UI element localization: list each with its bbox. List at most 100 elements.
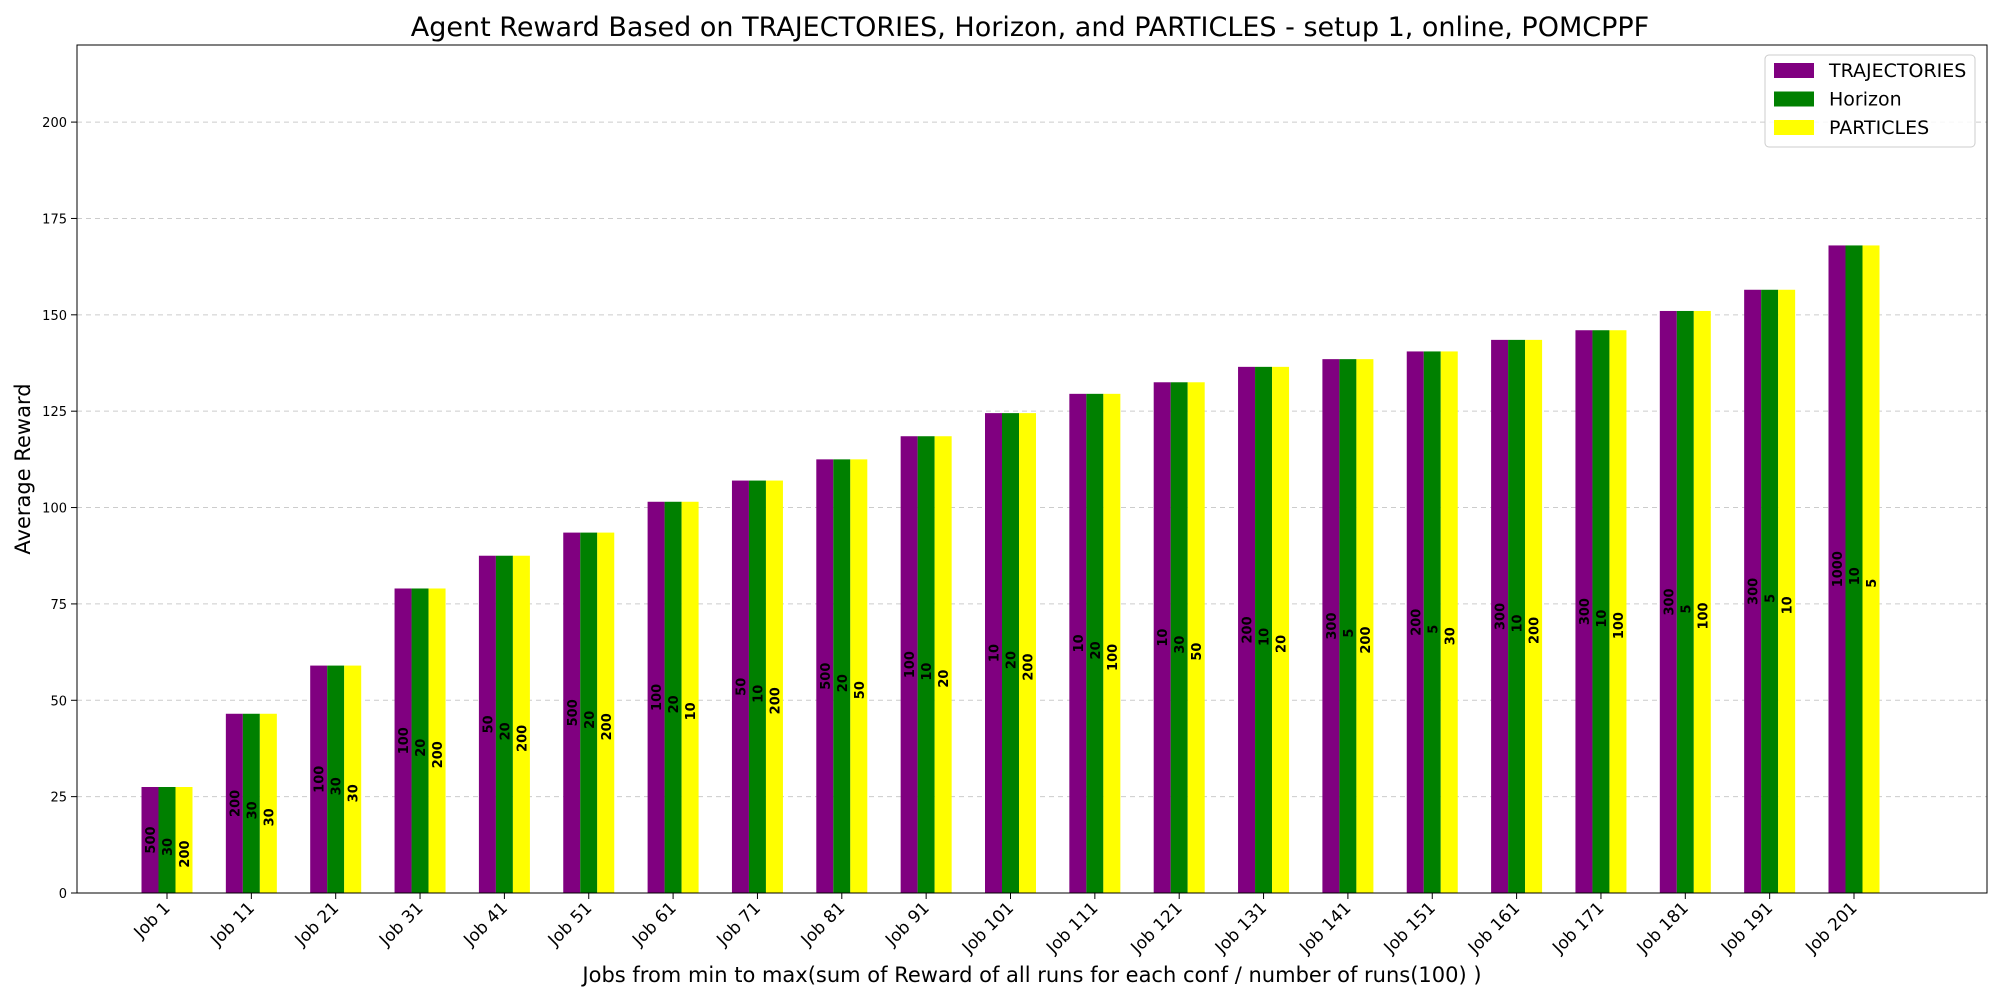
bar-label: 100: [313, 766, 328, 793]
bar-label: 10: [684, 702, 699, 720]
x-axis-ticks: Job 1 Job 11 Job 21 Job 31 Job 41 Job 51 Job 6…: [130, 893, 1862, 959]
bar-horizon: [1423, 351, 1441, 893]
bar-particles: [1103, 393, 1121, 893]
legend-frame: [1764, 54, 1976, 148]
bar-label: 5: [1679, 604, 1694, 613]
x-tick-label: Job 191: [1717, 898, 1777, 958]
x-tick-label: Job 121: [1127, 898, 1187, 958]
bar-label: 20: [1005, 651, 1020, 669]
bar-trajectories: [141, 787, 159, 893]
bar-label: 10: [1848, 567, 1863, 585]
x-tick-label: Job 91: [881, 898, 934, 951]
bar-particles: [1440, 351, 1458, 893]
y-tick-label: 0: [59, 887, 67, 902]
bar-particles: [1609, 330, 1627, 894]
x-tick-label: Job 71: [712, 898, 765, 951]
bar-horizon: [411, 588, 429, 893]
bar-particles: [1525, 339, 1543, 893]
bar-trajectories: [985, 413, 1002, 893]
bar-trajectories: [1238, 366, 1256, 893]
bar-horizon: [242, 713, 260, 893]
bar-label: 100: [903, 651, 918, 678]
bar-particles: [1187, 382, 1205, 893]
bar-particles: [850, 459, 868, 893]
x-tick-label: Job 181: [1633, 898, 1693, 958]
bar-label: 10: [751, 685, 766, 703]
bar-label: 50: [853, 681, 868, 699]
bar-label: 200: [178, 840, 193, 867]
bar-particles: [344, 665, 362, 893]
bar-label: 5: [1764, 594, 1779, 603]
bar-label: 200: [1241, 616, 1256, 643]
y-tick-label: 150: [42, 309, 67, 324]
bar-horizon: [495, 555, 513, 893]
chart-title: Agent Reward Based on TRAJECTORIES, Hori…: [411, 12, 1649, 43]
bar-label: 50: [1190, 643, 1205, 661]
bar-label: 1000: [1831, 551, 1846, 587]
bar-horizon: [1255, 366, 1273, 893]
bar-label: 200: [515, 725, 530, 752]
y-tick-label: 50: [50, 694, 67, 709]
bar-particles: [1778, 289, 1796, 893]
x-tick-label: Job 161: [1464, 898, 1524, 958]
bar-label: 500: [566, 699, 581, 726]
bar-trajectories: [816, 459, 834, 893]
legend-label-particles: PARTICLES: [1829, 117, 1929, 139]
bar-label: 10: [1072, 634, 1087, 652]
bar-label: 100: [397, 727, 412, 754]
bar-horizon: [1339, 359, 1357, 893]
x-tick-label: Job 101: [958, 898, 1018, 958]
bar-label: 300: [1325, 613, 1340, 640]
y-tick-label: 75: [50, 598, 67, 613]
bar-label: 20: [1089, 641, 1104, 659]
bar-trajectories: [1406, 351, 1424, 893]
bars: [141, 245, 1880, 894]
bar-label: 100: [1612, 612, 1627, 639]
bar-horizon: [833, 459, 851, 893]
bar-horizon: [1170, 382, 1188, 893]
x-tick-label: Job 131: [1211, 898, 1271, 958]
x-tick-label: Job 151: [1380, 898, 1440, 958]
bar-trajectories: [1744, 289, 1762, 893]
bar-horizon: [580, 532, 598, 893]
bar-particles: [597, 532, 615, 893]
x-tick-label: Job 31: [375, 898, 428, 951]
bar-label: 200: [431, 741, 446, 768]
x-tick-label: Job 41: [459, 898, 512, 951]
x-tick-label: Job 171: [1548, 898, 1608, 958]
legend-swatch-particles: [1774, 120, 1814, 135]
bar-trajectories: [731, 480, 749, 893]
bar-label: 50: [734, 678, 749, 696]
x-tick-label: Job 61: [628, 898, 681, 951]
x-axis-title: Jobs from min to max(sum of Reward of al…: [580, 963, 1481, 987]
bar-label: 200: [600, 713, 615, 740]
x-tick-label: Job 111: [1042, 898, 1102, 958]
bar-horizon: [1002, 413, 1019, 893]
y-tick-label: 125: [42, 405, 67, 420]
bar-particles: [175, 787, 193, 893]
bar-horizon: [664, 501, 682, 893]
bar-label: 300: [1662, 588, 1677, 615]
bar-label: 300: [1494, 603, 1509, 630]
bar-label: 5: [1426, 625, 1441, 634]
bar-label: 50: [481, 715, 496, 733]
y-tick-label: 175: [42, 212, 67, 227]
bar-label: 20: [583, 711, 598, 729]
bar-particles: [1019, 413, 1036, 893]
bar-trajectories: [394, 588, 412, 893]
x-tick-label: Job 11: [206, 898, 259, 951]
y-axis-title: Average Reward: [11, 383, 35, 554]
bar-label: 200: [1409, 609, 1424, 636]
bar-horizon: [327, 665, 345, 893]
legend-label-trajectories: TRAJECTORIES: [1828, 60, 1966, 82]
y-tick-label: 200: [42, 116, 67, 131]
x-tick-label: Job 141: [1295, 898, 1355, 958]
bar-particles: [1356, 359, 1374, 893]
x-tick-label: Job 51: [544, 898, 597, 951]
bar-label: 30: [161, 838, 176, 856]
bar-label: 20: [937, 670, 952, 688]
bar-label: 5: [1865, 579, 1880, 588]
x-tick-label: Job 21: [291, 898, 344, 951]
